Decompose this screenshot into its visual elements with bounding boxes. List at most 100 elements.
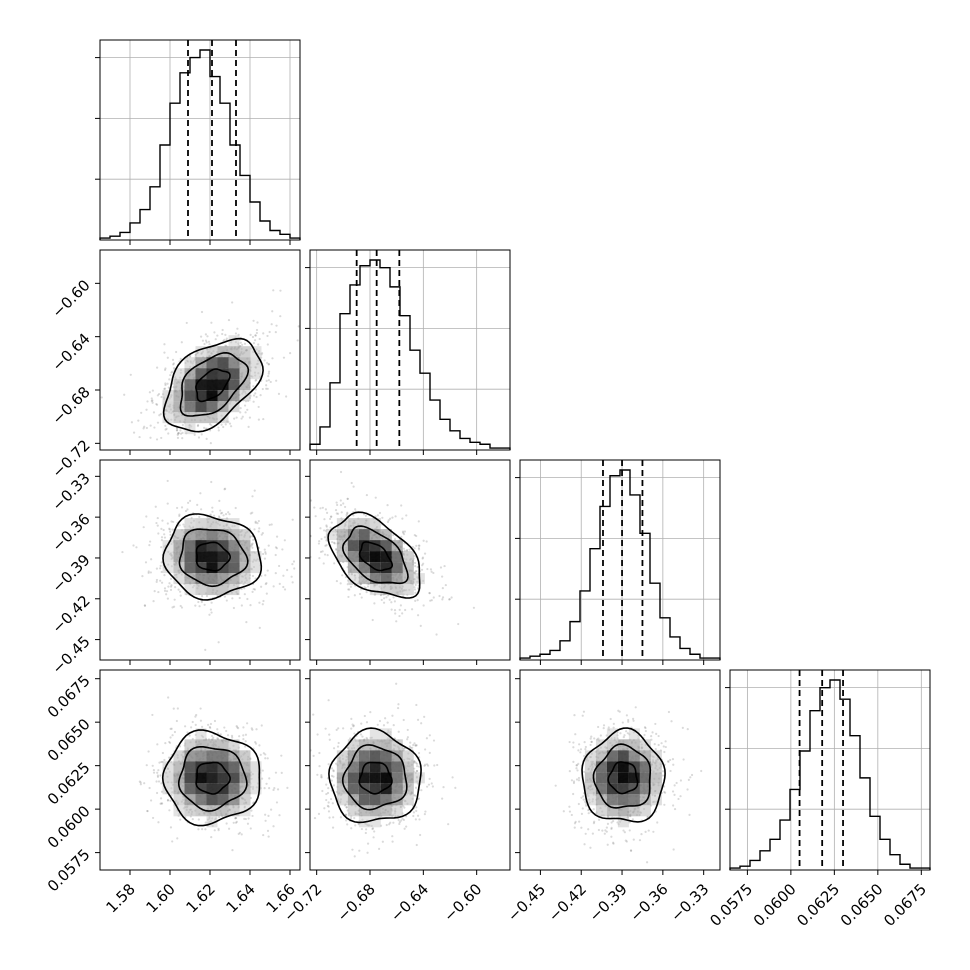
scatter-point [280, 754, 283, 757]
scatter-point [276, 788, 280, 791]
scatter-point [581, 795, 585, 798]
scatter-point [281, 548, 284, 551]
scatter-point [206, 723, 210, 726]
scatter-point [171, 606, 174, 609]
scatter-point [266, 343, 269, 346]
density-cell [173, 390, 185, 402]
scatter-point [178, 514, 181, 518]
scatter-point [402, 531, 405, 534]
scatter-point [396, 706, 400, 710]
scatter-point [200, 600, 203, 604]
scatter-point [155, 791, 159, 795]
scatter-point [139, 781, 142, 784]
scatter-point [415, 809, 418, 813]
density-cell [228, 739, 240, 751]
scatter-point [441, 797, 444, 800]
scatter-point [359, 733, 363, 736]
scatter-point [165, 593, 168, 596]
contour-line [162, 337, 264, 433]
scatter-point [208, 423, 212, 426]
scatter-point [240, 833, 243, 836]
scatter-point [168, 528, 171, 531]
density-cell [228, 540, 240, 552]
scatter-point [163, 536, 167, 539]
scatter-point [197, 828, 200, 831]
scatter-point [345, 806, 348, 809]
scatter-point [143, 782, 146, 785]
scatter-point [365, 591, 368, 594]
scatter-point [176, 436, 180, 440]
scatter-point [163, 387, 167, 390]
density-cell [250, 772, 262, 784]
scatter-point [417, 547, 421, 550]
scatter-point [332, 784, 336, 787]
scatter-point [271, 310, 274, 313]
scatter-point [217, 641, 220, 644]
scatter-point [198, 515, 201, 518]
density-cell [391, 739, 403, 751]
scatter-point [428, 591, 431, 595]
scatter-point [169, 577, 173, 580]
scatter-point [260, 533, 263, 536]
scatter-point [214, 338, 217, 341]
scatter-point [182, 523, 185, 526]
scatter-point [415, 769, 419, 773]
scatter-point [405, 548, 409, 552]
scatter-point [416, 765, 419, 768]
scatter-point [374, 496, 377, 499]
scatter-point [418, 544, 421, 547]
scatter-point [169, 588, 173, 591]
scatter-point [421, 556, 425, 559]
scatter-point [472, 606, 476, 609]
scatter-point [336, 512, 340, 515]
scatter-point [252, 385, 255, 388]
scatter-point [242, 726, 245, 729]
density-cell [402, 562, 414, 574]
density-cell [206, 562, 218, 574]
scatter-point [210, 611, 213, 614]
scatter-point [345, 819, 348, 822]
scatter-point [441, 575, 444, 578]
scatter-point [325, 544, 328, 547]
scatter-point [253, 489, 256, 492]
scatter-point [266, 361, 269, 364]
scatter-point [163, 343, 166, 346]
scatter-point [415, 744, 418, 747]
scatter-point [325, 798, 328, 802]
scatter-point [414, 818, 417, 821]
scatter-point [173, 598, 176, 601]
density-cell [228, 573, 240, 585]
scatter-point [208, 725, 211, 729]
scatter-point [167, 756, 171, 759]
scatter-point [261, 552, 265, 556]
density-cell [369, 562, 381, 574]
density-cell [402, 551, 414, 563]
hist-step-line [99, 49, 301, 240]
scatter-point [320, 775, 323, 778]
scatter-point [207, 340, 211, 343]
density-cell [250, 357, 262, 369]
density-cell [184, 573, 196, 585]
scatter-point [152, 771, 156, 774]
scatter-point [257, 350, 261, 353]
scatter-point [246, 722, 249, 725]
scatter-point [254, 388, 258, 391]
scatter-point [344, 505, 347, 509]
scatter-point [320, 537, 323, 541]
density-cell [206, 379, 218, 391]
density-cell [228, 368, 240, 380]
scatter-point [366, 585, 370, 588]
scatter-point [568, 810, 572, 813]
density-cell [391, 805, 403, 817]
scatter-point [397, 703, 400, 706]
scatter-point [196, 503, 199, 506]
scatter-point [337, 741, 340, 745]
scatter-point [318, 764, 321, 768]
scatter-panel-content [138, 696, 289, 852]
scatter-point [265, 379, 268, 382]
scatter-point [330, 774, 334, 777]
scatter-point [177, 431, 180, 435]
scatter-point [330, 521, 333, 524]
scatter-point [238, 831, 241, 834]
scatter-point [250, 727, 253, 730]
